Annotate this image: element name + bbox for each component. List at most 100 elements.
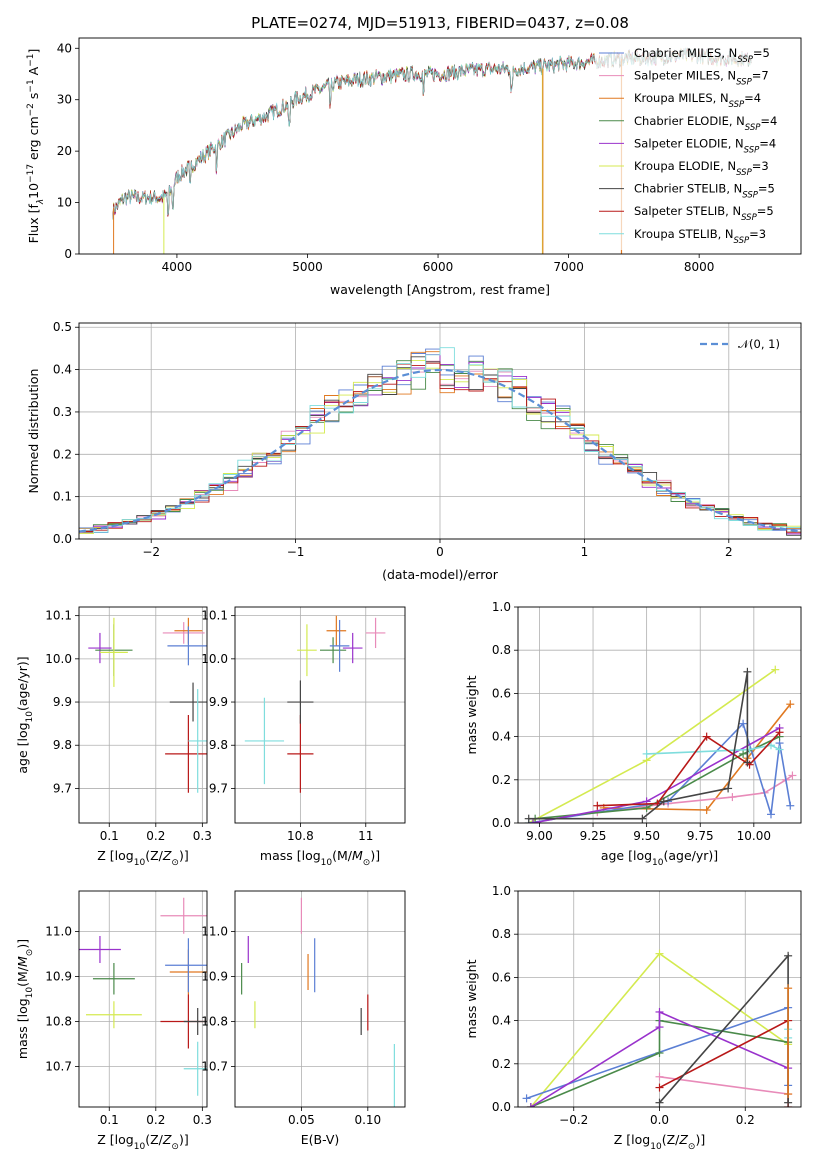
mass-weight-line bbox=[530, 1010, 789, 1107]
mass_vs_Z-xtick-label: 0.2 bbox=[146, 1113, 165, 1127]
massweight_vs_age-xlabel: age [log10(age/yr)] bbox=[601, 848, 718, 868]
residuals-ytick-label: 0.4 bbox=[53, 363, 72, 377]
age_vs_Z-grid bbox=[79, 607, 207, 823]
spectrum-ytick-label: 40 bbox=[57, 41, 72, 55]
mass_vs_ebv-xtick-label: 0.10 bbox=[354, 1113, 381, 1127]
residual-histogram bbox=[79, 354, 801, 535]
legend-entry: Kroupa MILES, NSSP=4 bbox=[634, 91, 761, 110]
age_vs_mass-plot-area bbox=[244, 615, 386, 793]
massweight_vs_Z-ytick-label: 0.2 bbox=[492, 1057, 511, 1071]
residuals-axes: −2 −1 0 1 2 0.0 0.1 0.2 0.3 0.4 0.5 (data-model)/er… bbox=[26, 320, 802, 582]
spectrum-xtick-label: 5000 bbox=[292, 260, 323, 274]
residuals-ytick-label: 0.2 bbox=[53, 447, 72, 461]
massweight_vs_Z-ytick-label: 0.8 bbox=[492, 927, 511, 941]
age_vs_mass-ytick-label: 10.1 bbox=[201, 609, 228, 623]
mass_vs_ebv-ytick-label: 10.8 bbox=[201, 1015, 228, 1029]
massweight_vs_age-ytick-label: 0.6 bbox=[492, 686, 511, 700]
spectrum-ytick-label: 20 bbox=[57, 144, 72, 158]
age_vs_Z-ytick-label: 9.7 bbox=[53, 781, 72, 795]
spectrum-legend: Chabrier MILES, NSSP=5 Salpeter MILES, NS… bbox=[595, 42, 797, 250]
spectrum-ylabel: Flux [fλ10−17 erg cm−2 s−1 A−1] bbox=[26, 49, 46, 244]
massweight_vs_age-ytick-label: 0.0 bbox=[492, 816, 511, 830]
spectrum-xlabel: wavelength [Angstrom, rest frame] bbox=[330, 282, 550, 297]
mass-weight-line bbox=[528, 671, 749, 820]
panel-mass_vs_Z: 0.1 0.2 0.3 10.7 10.8 10.9 11.0 Z [log10(Z/Z⊙)]… bbox=[15, 890, 212, 1152]
massweight_vs_Z-xtick-label: 0.0 bbox=[650, 1113, 669, 1127]
residuals-ytick-label: 0.1 bbox=[53, 490, 72, 504]
legend-entry: Kroupa STELIB, NSSP=3 bbox=[634, 227, 766, 246]
mass_vs_ebv-ytick-label: 10.7 bbox=[201, 1060, 228, 1074]
residuals-ytick-label: 0.0 bbox=[53, 532, 72, 546]
spectrum-xtick-label: 6000 bbox=[423, 260, 454, 274]
age_vs_mass-grid bbox=[235, 607, 405, 823]
legend-entry: Salpeter ELODIE, NSSP=4 bbox=[634, 136, 776, 155]
age_vs_mass-ytick-label: 9.7 bbox=[209, 781, 228, 795]
panel-massweight_vs_age: 9.00 9.25 9.50 9.75 10.00 0.0 0.2 0.4 0.6 0.8 1.0 a… bbox=[464, 600, 802, 868]
legend-entry: Salpeter MILES, NSSP=7 bbox=[634, 69, 769, 88]
residuals-ytick-label: 0.5 bbox=[53, 320, 72, 334]
mass_vs_Z-grid bbox=[79, 891, 207, 1107]
mass-weight-line bbox=[528, 722, 792, 823]
mass_vs_ebv-axes: 0.05 0.10 10.7 10.8 10.9 11.0 E(B-V) bbox=[201, 890, 406, 1147]
massweight_vs_age-axes: 9.00 9.25 9.50 9.75 10.00 0.0 0.2 0.4 0.6 0.8 1.0 a… bbox=[464, 600, 802, 868]
massweight_vs_Z-plot-area bbox=[522, 949, 793, 1107]
residuals-ytick-label: 0.3 bbox=[53, 405, 72, 419]
panel-spectrum: 4000 5000 6000 7000 8000 0 10 20 30 40 wavelength … bbox=[26, 37, 802, 297]
mass_vs_ebv-grid bbox=[235, 891, 405, 1107]
spectrum-title: PLATE=0274, MJD=51913, FIBERID=0437, z=0… bbox=[251, 14, 629, 32]
massweight_vs_age-grid bbox=[518, 606, 801, 824]
mass-weight-line bbox=[646, 744, 780, 755]
panel-age_vs_Z: 0.1 0.2 0.3 9.7 9.8 9.9 10.0 10.1 Z [log10(Z/Z⊙)… bbox=[15, 606, 212, 868]
age_vs_Z-xlabel: Z [log10(Z/Z⊙)] bbox=[97, 848, 188, 868]
age_vs_mass-xtick-label: 11 bbox=[358, 829, 373, 843]
massweight_vs_age-ytick-label: 0.2 bbox=[492, 773, 511, 787]
mass_vs_Z-xtick-label: 0.3 bbox=[193, 1113, 212, 1127]
massweight_vs_age-xtick-label: 9.00 bbox=[526, 829, 553, 843]
mass-weight-line bbox=[659, 1076, 789, 1095]
mass_vs_Z-axes: 0.1 0.2 0.3 10.7 10.8 10.9 11.0 Z [log10(Z/Z⊙)]… bbox=[15, 890, 212, 1152]
age_vs_Z-ylabel: age [log10(age/yr)] bbox=[15, 656, 35, 773]
massweight_vs_age-plot-area bbox=[524, 665, 797, 823]
age_vs_Z-xtick-label: 0.3 bbox=[193, 829, 212, 843]
residual-histogram bbox=[79, 362, 801, 533]
mass_vs_Z-ytick-label: 11.0 bbox=[45, 925, 72, 939]
age_vs_mass-xtick-label: 10.8 bbox=[287, 829, 314, 843]
age_vs_Z-ytick-label: 10.1 bbox=[45, 609, 72, 623]
legend-entry: Salpeter STELIB, NSSP=5 bbox=[634, 204, 774, 223]
age_vs_Z-ytick-label: 10.0 bbox=[45, 652, 72, 666]
massweight_vs_age-xtick-label: 9.25 bbox=[580, 829, 607, 843]
age_vs_Z-xtick-label: 0.2 bbox=[146, 829, 165, 843]
legend-entry: Chabrier STELIB, NSSP=5 bbox=[634, 182, 775, 201]
legend-entry: Chabrier MILES, NSSP=5 bbox=[634, 46, 770, 65]
spectrum-ytick-label: 0 bbox=[64, 247, 72, 261]
age_vs_Z-xtick-label: 0.1 bbox=[100, 829, 119, 843]
age_vs_Z-axes: 0.1 0.2 0.3 9.7 9.8 9.9 10.0 10.1 Z [log10(Z/Z⊙)… bbox=[15, 606, 212, 868]
massweight_vs_Z-ylabel: mass weight bbox=[464, 959, 479, 1038]
spectrum-axes: 4000 5000 6000 7000 8000 0 10 20 30 40 wavelength … bbox=[26, 37, 802, 297]
age_vs_mass-frame bbox=[234, 606, 406, 824]
spectrum-xtick-label: 7000 bbox=[553, 260, 584, 274]
age_vs_Z-plot-area bbox=[88, 617, 207, 793]
residuals-xtick-label: 1 bbox=[581, 545, 589, 559]
mass_vs_Z-ylabel: mass [log10(M/M⊙)] bbox=[15, 939, 35, 1059]
massweight_vs_age-xtick-label: 9.50 bbox=[633, 829, 660, 843]
age_vs_mass-ytick-label: 9.8 bbox=[209, 738, 228, 752]
legend-entry: Chabrier ELODIE, NSSP=4 bbox=[634, 114, 777, 133]
age_vs_Z-frame bbox=[78, 606, 208, 824]
age_vs_Z-ytick-label: 9.9 bbox=[53, 695, 72, 709]
spectrum-frame bbox=[78, 37, 802, 255]
panel-residuals: −2 −1 0 1 2 0.0 0.1 0.2 0.3 0.4 0.5 (data-model)/er… bbox=[26, 320, 802, 582]
mass-weight-line bbox=[658, 953, 789, 1104]
legend-entry: Kroupa ELODIE, NSSP=3 bbox=[634, 159, 769, 178]
massweight_vs_Z-axes: −0.2 0.0 0.2 0.0 0.2 0.4 0.6 0.8 1.0 Z [log10(Z/Z… bbox=[464, 884, 802, 1152]
mass_vs_Z-plot-area bbox=[79, 897, 207, 1096]
massweight_vs_age-xtick-label: 10.00 bbox=[737, 829, 771, 843]
age_vs_mass-xlabel: mass [log10(M/M⊙)] bbox=[260, 848, 380, 868]
mass_vs_ebv-ytick-label: 10.9 bbox=[201, 970, 228, 984]
mass_vs_ebv-xlabel: E(B-V) bbox=[301, 1132, 340, 1147]
residual-histogram bbox=[79, 347, 801, 533]
residual-ylabel: Normed distribution bbox=[26, 369, 41, 494]
mass-weight-line bbox=[597, 774, 793, 813]
massweight_vs_age-ytick-label: 0.4 bbox=[492, 730, 511, 744]
